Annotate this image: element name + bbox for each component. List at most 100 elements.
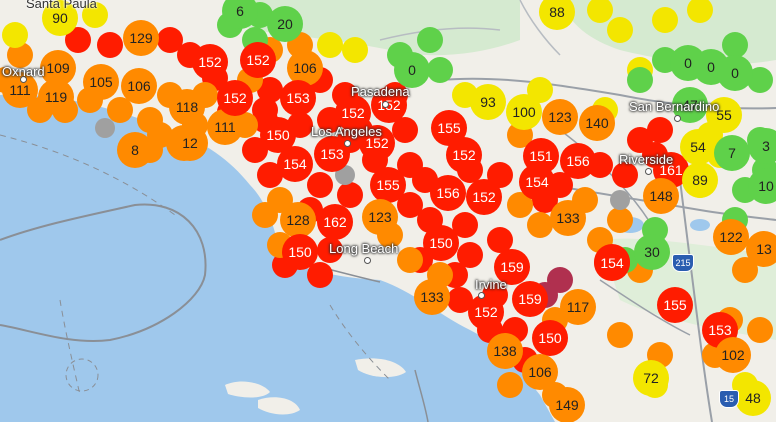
aqi-marker-unlabeled[interactable] bbox=[647, 117, 673, 143]
aqi-marker[interactable]: 154 bbox=[277, 146, 313, 182]
aqi-marker[interactable]: 13 bbox=[746, 231, 776, 267]
aqi-marker-unlabeled[interactable] bbox=[427, 57, 453, 83]
aqi-marker[interactable]: 8 bbox=[117, 132, 153, 168]
aqi-marker-unlabeled[interactable] bbox=[747, 317, 773, 343]
aqi-marker[interactable]: 148 bbox=[643, 178, 679, 214]
aqi-marker[interactable]: 123 bbox=[362, 199, 398, 235]
aqi-marker[interactable]: 154 bbox=[594, 245, 630, 281]
aqi-marker[interactable]: 156 bbox=[430, 175, 466, 211]
aqi-value-label: 133 bbox=[556, 210, 580, 226]
aqi-marker-unlabeled[interactable] bbox=[252, 202, 278, 228]
aqi-marker-unlabeled[interactable] bbox=[317, 32, 343, 58]
aqi-marker[interactable]: 122 bbox=[713, 219, 749, 255]
aqi-marker[interactable]: 12 bbox=[172, 125, 208, 161]
aqi-marker[interactable]: 153 bbox=[280, 80, 316, 116]
aqi-marker[interactable]: 102 bbox=[715, 337, 751, 373]
aqi-marker[interactable]: 152 bbox=[446, 137, 482, 173]
aqi-marker[interactable]: 90 bbox=[42, 0, 78, 36]
aqi-marker[interactable]: 105 bbox=[83, 64, 119, 100]
aqi-marker[interactable]: 162 bbox=[317, 204, 353, 240]
aqi-marker[interactable]: 149 bbox=[549, 387, 585, 422]
aqi-marker[interactable]: 150 bbox=[282, 234, 318, 270]
aqi-marker[interactable]: 54 bbox=[680, 129, 716, 165]
aqi-marker[interactable]: 159 bbox=[494, 249, 530, 285]
aqi-marker[interactable]: 20 bbox=[267, 6, 303, 42]
aqi-marker-unlabeled[interactable] bbox=[307, 172, 333, 198]
aqi-marker-unlabeled[interactable] bbox=[2, 22, 28, 48]
aqi-marker[interactable]: 133 bbox=[414, 279, 450, 315]
aqi-marker[interactable]: 128 bbox=[280, 202, 316, 238]
aqi-marker-unlabeled[interactable] bbox=[607, 322, 633, 348]
aqi-marker[interactable]: 10 bbox=[748, 168, 776, 204]
aqi-marker-unlabeled[interactable] bbox=[587, 0, 613, 23]
aqi-marker-unlabeled[interactable] bbox=[317, 237, 343, 263]
aqi-marker[interactable]: 152 bbox=[240, 42, 276, 78]
aqi-marker[interactable]: 152 bbox=[466, 179, 502, 215]
aqi-marker[interactable]: 30 bbox=[634, 234, 670, 270]
aqi-value-label: 6 bbox=[236, 3, 244, 19]
aqi-marker-unlabeled[interactable] bbox=[487, 227, 513, 253]
aqi-marker[interactable]: 152 bbox=[217, 80, 253, 116]
aqi-marker[interactable]: 123 bbox=[542, 99, 578, 135]
aqi-marker[interactable]: 0 bbox=[717, 55, 753, 91]
aqi-marker[interactable]: 156 bbox=[560, 143, 596, 179]
aqi-marker[interactable]: 150 bbox=[423, 225, 459, 261]
aqi-marker-unlabeled[interactable] bbox=[497, 372, 523, 398]
aqi-marker[interactable]: 155 bbox=[657, 287, 693, 323]
aqi-marker[interactable]: 140 bbox=[579, 105, 615, 141]
aqi-value-label: 154 bbox=[525, 174, 549, 190]
aqi-marker[interactable]: 100 bbox=[506, 94, 542, 130]
aqi-marker-unlabeled[interactable] bbox=[337, 182, 363, 208]
aqi-marker[interactable]: 152 bbox=[192, 44, 228, 80]
aqi-marker[interactable]: 155 bbox=[370, 167, 406, 203]
aqi-marker[interactable]: 7 bbox=[714, 135, 750, 171]
aqi-value-label: 30 bbox=[644, 244, 660, 260]
highway bbox=[599, 279, 691, 336]
aqi-marker-unlabeled[interactable] bbox=[607, 17, 633, 43]
aqi-marker[interactable]: 0 bbox=[394, 52, 430, 88]
aqi-marker[interactable]: 72 bbox=[633, 360, 669, 396]
aqi-marker-unlabeled[interactable] bbox=[652, 7, 678, 33]
aqi-marker[interactable]: 48 bbox=[735, 380, 771, 416]
aqi-marker[interactable]: 117 bbox=[560, 289, 596, 325]
aqi-marker[interactable]: 133 bbox=[550, 200, 586, 236]
aqi-marker[interactable]: 6 bbox=[222, 0, 258, 29]
aqi-marker-unlabeled[interactable] bbox=[607, 207, 633, 233]
aqi-value-label: 72 bbox=[643, 370, 659, 386]
aqi-marker-unlabeled[interactable] bbox=[397, 247, 423, 273]
aqi-marker-unlabeled[interactable] bbox=[687, 0, 713, 23]
aqi-marker-unlabeled[interactable] bbox=[612, 162, 638, 188]
aqi-marker[interactable]: 159 bbox=[512, 281, 548, 317]
aqi-marker[interactable]: 138 bbox=[487, 333, 523, 369]
aqi-marker[interactable]: 154 bbox=[519, 164, 555, 200]
aqi-marker[interactable]: 152 bbox=[468, 294, 504, 330]
aqi-marker[interactable]: 119 bbox=[38, 79, 74, 115]
aqi-marker-unlabeled[interactable] bbox=[97, 32, 123, 58]
aqi-marker-unlabeled[interactable] bbox=[307, 262, 333, 288]
aqi-marker[interactable]: 118 bbox=[169, 89, 205, 125]
aqi-marker-unlabeled[interactable] bbox=[722, 32, 748, 58]
city-label-san-bernardino: San Bernardino bbox=[629, 99, 720, 114]
aqi-marker-unlabeled[interactable] bbox=[342, 37, 368, 63]
aqi-marker[interactable]: 88 bbox=[539, 0, 575, 30]
aqi-marker-unlabeled[interactable] bbox=[95, 118, 115, 138]
aqi-marker[interactable]: 93 bbox=[470, 84, 506, 120]
aqi-marker-unlabeled[interactable] bbox=[157, 27, 183, 53]
aqi-marker-unlabeled[interactable] bbox=[527, 212, 553, 238]
aqi-marker[interactable]: 106 bbox=[121, 68, 157, 104]
aqi-marker[interactable]: 3 bbox=[748, 128, 776, 164]
aqi-marker[interactable]: 55 bbox=[706, 97, 742, 133]
aqi-marker[interactable]: 129 bbox=[123, 20, 159, 56]
aqi-value-label: 150 bbox=[429, 235, 453, 251]
aqi-marker-unlabeled[interactable] bbox=[417, 27, 443, 53]
aqi-marker[interactable]: 89 bbox=[682, 162, 718, 198]
aqi-marker[interactable]: 150 bbox=[532, 320, 568, 356]
aqi-marker[interactable]: 106 bbox=[287, 50, 323, 86]
aqi-marker[interactable]: 106 bbox=[522, 354, 558, 390]
aqi-marker[interactable]: 152 bbox=[335, 95, 371, 131]
aqi-marker-unlabeled[interactable] bbox=[610, 190, 630, 210]
aqi-marker-unlabeled[interactable] bbox=[627, 67, 653, 93]
aqi-marker[interactable]: 152 bbox=[359, 125, 395, 161]
aqi-marker-unlabeled[interactable] bbox=[82, 2, 108, 28]
